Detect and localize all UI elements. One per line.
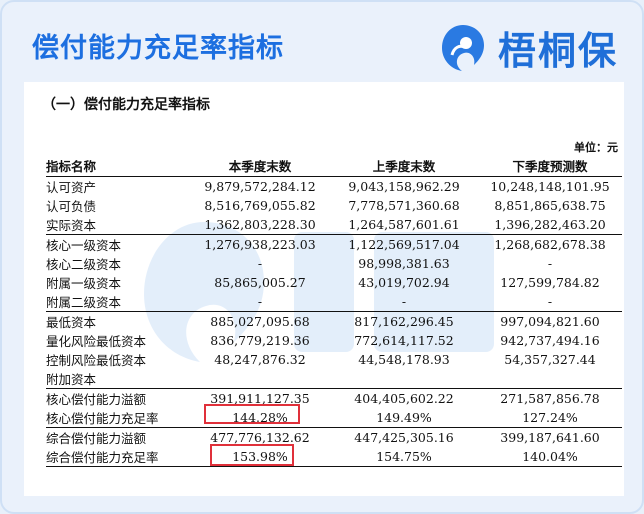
cell-current: 885,027,095.68 — [210, 314, 310, 329]
row-label: 附属二级资本 — [46, 295, 122, 310]
cell-current-highlighted: 144.28% — [232, 410, 288, 425]
column-header: 本季度末数 — [228, 159, 292, 174]
cell-current: 48,247,876.32 — [214, 352, 306, 367]
row-group: 核心偿付能力溢额 391,911,127.35 404,405,602.22 2… — [46, 389, 622, 428]
cell-previous: 154.75% — [376, 449, 432, 464]
cell-previous: 44,548,178.93 — [358, 352, 450, 367]
table-row: 控制风险最低资本 48,247,876.32 44,548,178.93 54,… — [46, 350, 622, 369]
cell-forecast: 10,248,148,101.95 — [490, 179, 610, 194]
cell-forecast: - — [547, 294, 553, 309]
table-row: 附加资本 — [46, 369, 622, 388]
row-label: 核心二级资本 — [46, 257, 122, 272]
document-page: （一）偿付能力充足率指标 单位：元 指标名称 本季度末数 上季度末数 下季度预测… — [24, 82, 624, 496]
cell-current: 85,865,005.27 — [214, 275, 306, 290]
flame-logo-icon — [441, 24, 484, 71]
cell-forecast: 997,094,821.60 — [500, 314, 600, 329]
column-header: 上季度末数 — [372, 159, 436, 174]
brand-name: 梧桐保 — [497, 29, 618, 73]
table-row: 综合偿付能力充足率 153.98% 154.75% 140.04% — [46, 447, 622, 466]
cell-current: 391,911,127.35 — [210, 391, 310, 406]
cell-previous: 9,043,158,962.29 — [348, 179, 460, 194]
row-label: 实际资本 — [46, 218, 97, 233]
cell-forecast: 1,268,682,678.38 — [494, 237, 606, 252]
cell-previous: 1,122,569,517.04 — [348, 237, 460, 252]
cell-current: - — [257, 294, 263, 309]
table-row: 附属一级资本 85,865,005.27 43,019,702.94 127,5… — [46, 273, 622, 292]
cell-current-highlighted: 153.98% — [232, 449, 288, 464]
table-row: 核心二级资本 - 98,998,381.63 - — [46, 254, 622, 273]
cell-current: 9,879,572,284.12 — [204, 179, 316, 194]
row-label: 综合偿付能力充足率 — [46, 450, 159, 465]
brand-logo: 梧桐保 — [434, 20, 618, 75]
table-row: 最低资本 885,027,095.68 817,162,296.45 997,0… — [46, 312, 622, 331]
row-label: 控制风险最低资本 — [46, 353, 147, 368]
row-label: 核心偿付能力充足率 — [46, 411, 159, 426]
cell-current: 8,516,769,055.82 — [204, 198, 316, 213]
table-row: 附属二级资本 - - - — [46, 292, 622, 311]
table-header: 指标名称 本季度末数 上季度末数 下季度预测数 — [46, 154, 622, 177]
column-header: 下季度预测数 — [512, 159, 588, 174]
cell-forecast: 271,587,856.78 — [500, 391, 600, 406]
cell-forecast: 1,396,282,463.20 — [494, 217, 606, 232]
page-title: 偿付能力充足率指标 — [32, 33, 284, 64]
unit-label: 单位：元 — [574, 141, 618, 154]
cell-forecast: 942,737,494.16 — [500, 333, 600, 348]
table-row: 核心偿付能力溢额 391,911,127.35 404,405,602.22 2… — [46, 389, 622, 408]
solvency-table: 指标名称 本季度末数 上季度末数 下季度预测数 认可资产 9,879,572,2… — [46, 154, 622, 467]
table-row: 核心偿付能力充足率 144.28% 149.49% 127.24% — [46, 408, 622, 427]
cell-previous: 772,614,117.52 — [354, 333, 454, 348]
cell-current: - — [257, 256, 263, 271]
row-label: 最低资本 — [46, 315, 97, 330]
row-label: 量化风险最低资本 — [46, 334, 147, 349]
highlight-box-comprehensive-ratio — [210, 444, 294, 466]
cell-previous: 447,425,305.16 — [354, 430, 454, 445]
section-heading: （一）偿付能力充足率指标 — [42, 97, 210, 113]
cell-previous: 149.49% — [376, 410, 432, 425]
row-label: 附属一级资本 — [46, 276, 122, 291]
cell-forecast: 54,357,327.44 — [504, 352, 596, 367]
row-label: 认可资产 — [46, 180, 97, 195]
row-group: 综合偿付能力溢额 477,776,132.62 447,425,305.16 3… — [46, 428, 622, 467]
row-label: 附加资本 — [46, 372, 97, 387]
row-label: 综合偿付能力溢额 — [46, 431, 147, 446]
cell-previous: 1,264,587,601.61 — [348, 217, 460, 232]
cell-previous: 43,019,702.94 — [358, 275, 450, 290]
cell-forecast: 399,187,641.60 — [500, 430, 600, 445]
cell-previous: 7,778,571,360.68 — [348, 198, 460, 213]
row-label: 核心偿付能力溢额 — [46, 392, 147, 407]
column-header: 指标名称 — [46, 159, 97, 174]
cell-forecast: 127,599,784.82 — [500, 275, 600, 290]
cell-forecast: 140.04% — [522, 449, 578, 464]
row-label: 认可负债 — [46, 199, 97, 214]
highlight-box-core-ratio — [204, 404, 300, 424]
cell-previous: - — [401, 294, 407, 309]
cell-previous: 404,405,602.22 — [354, 391, 454, 406]
row-group: 核心一级资本 1,276,938,223.03 1,122,569,517.04… — [46, 235, 622, 312]
table-row: 量化风险最低资本 836,779,219.36 772,614,117.52 9… — [46, 331, 622, 350]
cell-forecast: 8,851,865,638.75 — [494, 198, 606, 213]
cell-forecast: 127.24% — [522, 410, 578, 425]
table-row: 综合偿付能力溢额 477,776,132.62 447,425,305.16 3… — [46, 428, 622, 447]
cell-current: 836,779,219.36 — [210, 333, 310, 348]
table-row: 认可资产 9,879,572,284.12 9,043,158,962.29 1… — [46, 177, 622, 196]
cell-previous: 817,162,296.45 — [354, 314, 454, 329]
table-row: 实际资本 1,362,803,228.30 1,264,587,601.61 1… — [46, 215, 622, 234]
cell-current: 477,776,132.62 — [210, 430, 310, 445]
row-group: 最低资本 885,027,095.68 817,162,296.45 997,0… — [46, 312, 622, 389]
cell-current: 1,276,938,223.03 — [204, 237, 316, 252]
cell-forecast: - — [547, 256, 553, 271]
table-row: 核心一级资本 1,276,938,223.03 1,122,569,517.04… — [46, 235, 622, 254]
cell-previous: 98,998,381.63 — [358, 256, 450, 271]
cell-current: 1,362,803,228.30 — [204, 217, 316, 232]
row-group: 认可资产 9,879,572,284.12 9,043,158,962.29 1… — [46, 177, 622, 235]
table-row: 认可负债 8,516,769,055.82 7,778,571,360.68 8… — [46, 196, 622, 215]
watermark-logo-icon — [144, 222, 494, 362]
row-label: 核心一级资本 — [46, 238, 122, 253]
